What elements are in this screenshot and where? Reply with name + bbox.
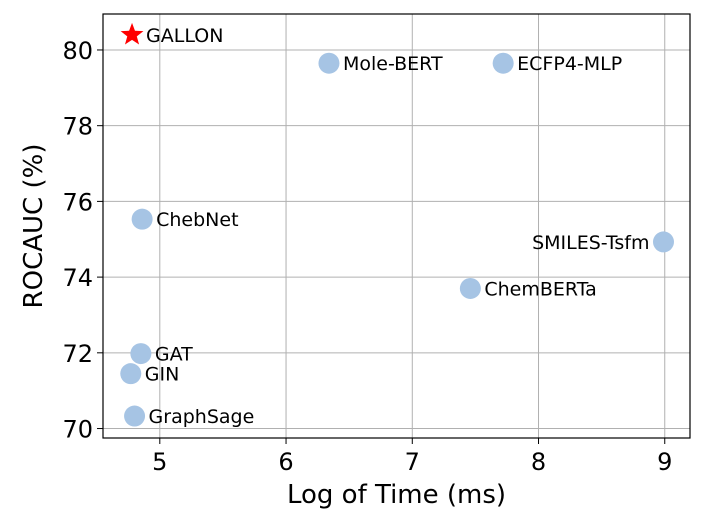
grid-lines (103, 14, 690, 438)
x-tick-label: 8 (531, 448, 546, 476)
x-axis-ticks: 5 6 7 8 9 (152, 438, 672, 476)
data-points (120, 22, 674, 427)
y-tick-label: 72 (62, 340, 93, 368)
y-tick-label: 78 (62, 113, 93, 141)
y-tick-label: 80 (62, 37, 93, 65)
x-tick-label: 6 (278, 448, 293, 476)
data-point (318, 52, 340, 74)
x-axis-title: Log of Time (ms) (287, 480, 506, 510)
data-point (652, 231, 674, 253)
data-point (492, 52, 514, 74)
y-axis-ticks: 70 72 74 76 78 80 (62, 37, 103, 444)
y-tick-label: 76 (62, 188, 93, 216)
point-label: ChebNet (156, 209, 238, 231)
point-label: ECFP4-MLP (517, 53, 622, 75)
point-label: GAT (155, 344, 193, 366)
y-axis-title: ROCAUC (%) (19, 144, 49, 309)
point-label: GraphSage (149, 406, 255, 428)
point-label: Mole-BERT (343, 53, 443, 75)
data-point (459, 277, 481, 299)
y-tick-label: 70 (62, 416, 93, 444)
data-point (120, 363, 142, 385)
data-point (130, 343, 152, 365)
point-label: GALLON (146, 25, 223, 47)
point-labels: GALLON Mole-BERT ECFP4-MLP ChebNet SMILES-Ts… (145, 25, 650, 428)
y-tick-label: 74 (62, 264, 93, 292)
x-tick-label: 9 (657, 448, 672, 476)
x-tick-label: 7 (405, 448, 420, 476)
data-point-star (120, 22, 144, 45)
data-point (124, 405, 146, 427)
point-label: GIN (145, 364, 180, 386)
data-point (131, 208, 153, 230)
plot-frame (102, 13, 691, 439)
x-tick-label: 5 (152, 448, 167, 476)
point-label: ChemBERTa (484, 278, 596, 300)
point-label: SMILES-Tsfm (532, 232, 649, 254)
